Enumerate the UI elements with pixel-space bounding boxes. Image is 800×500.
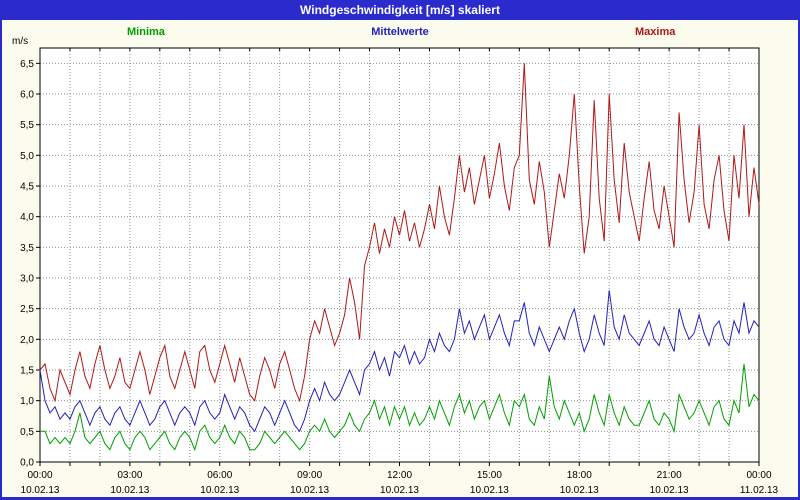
- svg-text:10.02.13: 10.02.13: [110, 485, 149, 496]
- svg-text:06:00: 06:00: [207, 470, 232, 481]
- svg-text:00:00: 00:00: [746, 470, 771, 481]
- svg-text:12:00: 12:00: [387, 470, 412, 481]
- svg-text:3,0: 3,0: [20, 274, 34, 285]
- svg-text:5,5: 5,5: [20, 120, 34, 131]
- svg-text:21:00: 21:00: [657, 470, 682, 481]
- svg-text:5,0: 5,0: [20, 151, 34, 162]
- svg-text:09:00: 09:00: [297, 470, 322, 481]
- svg-text:10.02.13: 10.02.13: [650, 485, 689, 496]
- svg-text:18:00: 18:00: [567, 470, 592, 481]
- legend-minima-label: Minima: [127, 26, 165, 38]
- svg-text:4,0: 4,0: [20, 212, 34, 223]
- svg-text:2,5: 2,5: [20, 304, 34, 315]
- svg-text:1,5: 1,5: [20, 366, 34, 377]
- svg-text:15:00: 15:00: [477, 470, 502, 481]
- svg-text:10.02.13: 10.02.13: [380, 485, 419, 496]
- svg-text:10.02.13: 10.02.13: [290, 485, 329, 496]
- svg-text:4,5: 4,5: [20, 182, 34, 193]
- title-bar: Windgeschwindigkeit [m/s] skaliert: [2, 0, 798, 20]
- svg-text:10.02.13: 10.02.13: [560, 485, 599, 496]
- svg-text:0,5: 0,5: [20, 427, 34, 438]
- svg-text:00:00: 00:00: [27, 470, 52, 481]
- page-title: Windgeschwindigkeit [m/s] skaliert: [300, 3, 500, 17]
- svg-text:2,0: 2,0: [20, 335, 34, 346]
- svg-text:6,5: 6,5: [20, 59, 34, 70]
- svg-text:03:00: 03:00: [117, 470, 142, 481]
- svg-text:10.02.13: 10.02.13: [470, 485, 509, 496]
- legend-maxima-label: Maxima: [635, 26, 676, 38]
- y-axis-unit-label: m/s: [12, 36, 29, 47]
- legend-mittelwerte-label: Mittelwerte: [371, 26, 429, 38]
- svg-text:6,0: 6,0: [20, 90, 34, 101]
- svg-text:11.02.13: 11.02.13: [740, 485, 779, 496]
- svg-text:10.02.13: 10.02.13: [21, 485, 60, 496]
- svg-text:1,0: 1,0: [20, 396, 34, 407]
- svg-text:0,0: 0,0: [20, 458, 34, 469]
- svg-text:3,5: 3,5: [20, 243, 34, 254]
- svg-text:10.02.13: 10.02.13: [200, 485, 239, 496]
